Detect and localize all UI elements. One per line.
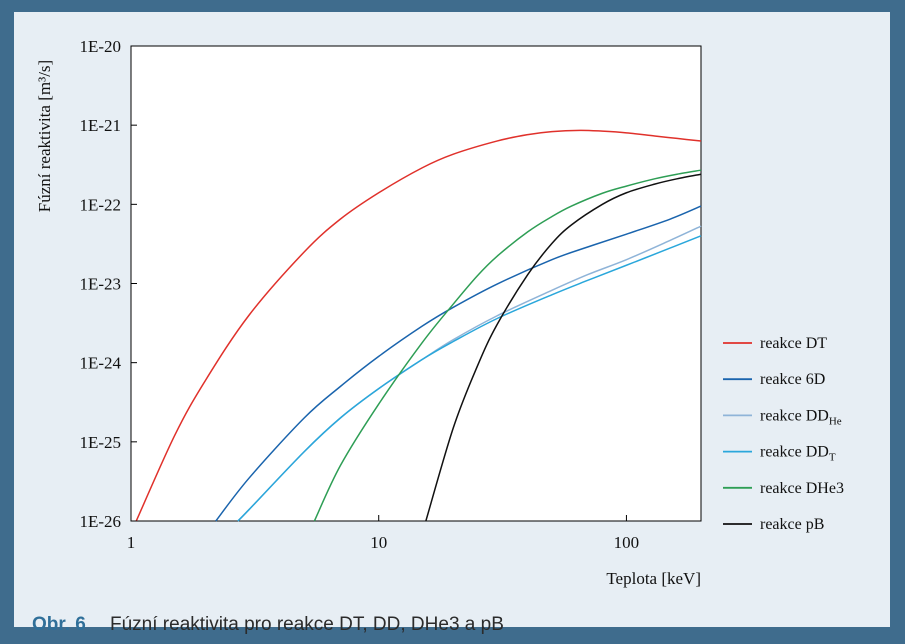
y-tick-label: 1E-23 <box>79 275 121 294</box>
legend-label-1: reakce 6D <box>760 371 825 388</box>
legend-label-main: reakce DT <box>760 335 827 352</box>
legend-label-main: reakce pB <box>760 516 824 533</box>
legend-label-main: reakce 6D <box>760 371 825 388</box>
legend-label-main: reakce DHe3 <box>760 480 844 497</box>
series-line-1 <box>215 205 702 522</box>
legend-label-subscript: He <box>829 415 842 427</box>
series-line-4 <box>313 169 702 522</box>
chart-curves <box>135 129 702 522</box>
y-tick-label: 1E-20 <box>79 37 121 56</box>
y-axis-title: Fúzní reaktivita [m³/s] <box>35 60 54 212</box>
legend-label-main: reakce DD <box>760 444 829 461</box>
y-tick-label: 1E-25 <box>79 433 121 452</box>
plot-area <box>130 45 702 522</box>
legend-label-0: reakce DT <box>760 335 827 352</box>
y-tick-label: 1E-21 <box>79 116 121 135</box>
series-line-3 <box>237 235 702 522</box>
legend-label-main: reakce DD <box>760 407 829 424</box>
legend-label-5: reakce pB <box>760 516 824 533</box>
caption-text: Fúzní reaktivita pro reakce DT, DD, DHe3… <box>110 614 504 635</box>
y-tick-label: 1E-26 <box>79 512 121 531</box>
legend-label-4: reakce DHe3 <box>760 480 844 497</box>
figure-caption: Obr. 6 Fúzní reaktivita pro reakce DT, D… <box>0 614 905 644</box>
legend-label-2: reakce DDHe <box>760 407 842 427</box>
legend-label-subscript: T <box>829 452 836 464</box>
y-tick-label: 1E-22 <box>79 195 121 214</box>
x-axis-ticks: 1 10 100 <box>127 515 639 552</box>
y-axis-ticks: 1E-26 1E-25 1E-24 1E-23 1E-22 1E-21 1E-20 <box>79 37 137 531</box>
x-tick-label: 1 <box>127 533 136 552</box>
x-axis-title: Teplota [keV] <box>606 569 701 588</box>
caption-label: Obr. 6 <box>32 614 86 635</box>
legend-label-3: reakce DDT <box>760 444 836 464</box>
x-tick-label: 100 <box>614 533 640 552</box>
series-line-5 <box>425 173 702 522</box>
y-tick-label: 1E-24 <box>79 354 121 373</box>
series-line-0 <box>135 129 702 522</box>
x-tick-label: 10 <box>370 533 387 552</box>
